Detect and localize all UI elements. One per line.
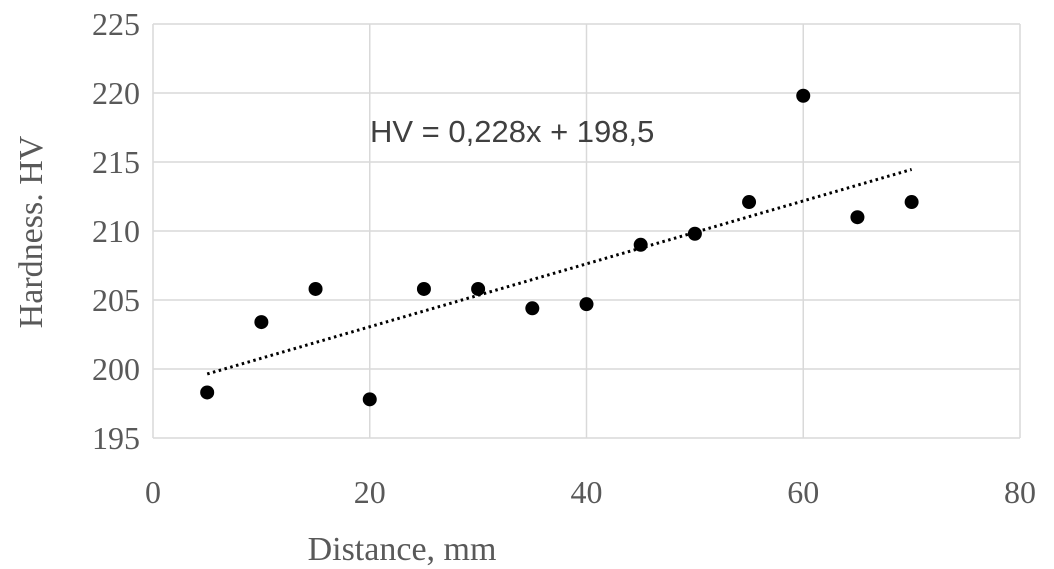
linear-trendline: [206, 168, 913, 376]
data-point: [525, 301, 540, 316]
data-point: [904, 195, 919, 210]
y-tick-label: 220: [92, 75, 140, 111]
data-point: [742, 195, 757, 210]
x-tick-label: 60: [787, 474, 819, 510]
data-point: [362, 392, 377, 407]
x-tick-labels: 0 20 40 60 80: [145, 474, 1036, 510]
data-point: [200, 385, 215, 400]
trendline-equation: HV = 0,228x + 198,5: [370, 114, 654, 149]
x-tick-label: 40: [571, 474, 603, 510]
y-axis-title: Hardness. HV: [13, 135, 50, 328]
data-point: [471, 281, 486, 296]
data-point: [579, 297, 594, 312]
y-tick-label: 215: [92, 144, 140, 180]
y-tick-labels: 195 200 205 210 215 220 225: [92, 6, 140, 456]
x-tick-label: 80: [1004, 474, 1036, 510]
x-tick-label: 20: [354, 474, 386, 510]
x-axis-title: Distance, mm: [308, 531, 497, 568]
data-point: [254, 315, 269, 330]
data-point: [416, 281, 431, 296]
data-point: [850, 210, 865, 225]
data-point: [633, 237, 648, 252]
y-tick-label: 225: [92, 6, 140, 42]
y-tick-label: 210: [92, 213, 140, 249]
y-tick-label: 200: [92, 351, 140, 387]
x-tick-label: 0: [145, 474, 161, 510]
data-point: [687, 226, 702, 241]
y-tick-label: 195: [92, 420, 140, 456]
y-tick-label: 205: [92, 282, 140, 318]
data-point: [308, 281, 323, 296]
data-points: [200, 88, 919, 407]
gridlines: [152, 23, 1021, 439]
data-point: [796, 88, 811, 103]
